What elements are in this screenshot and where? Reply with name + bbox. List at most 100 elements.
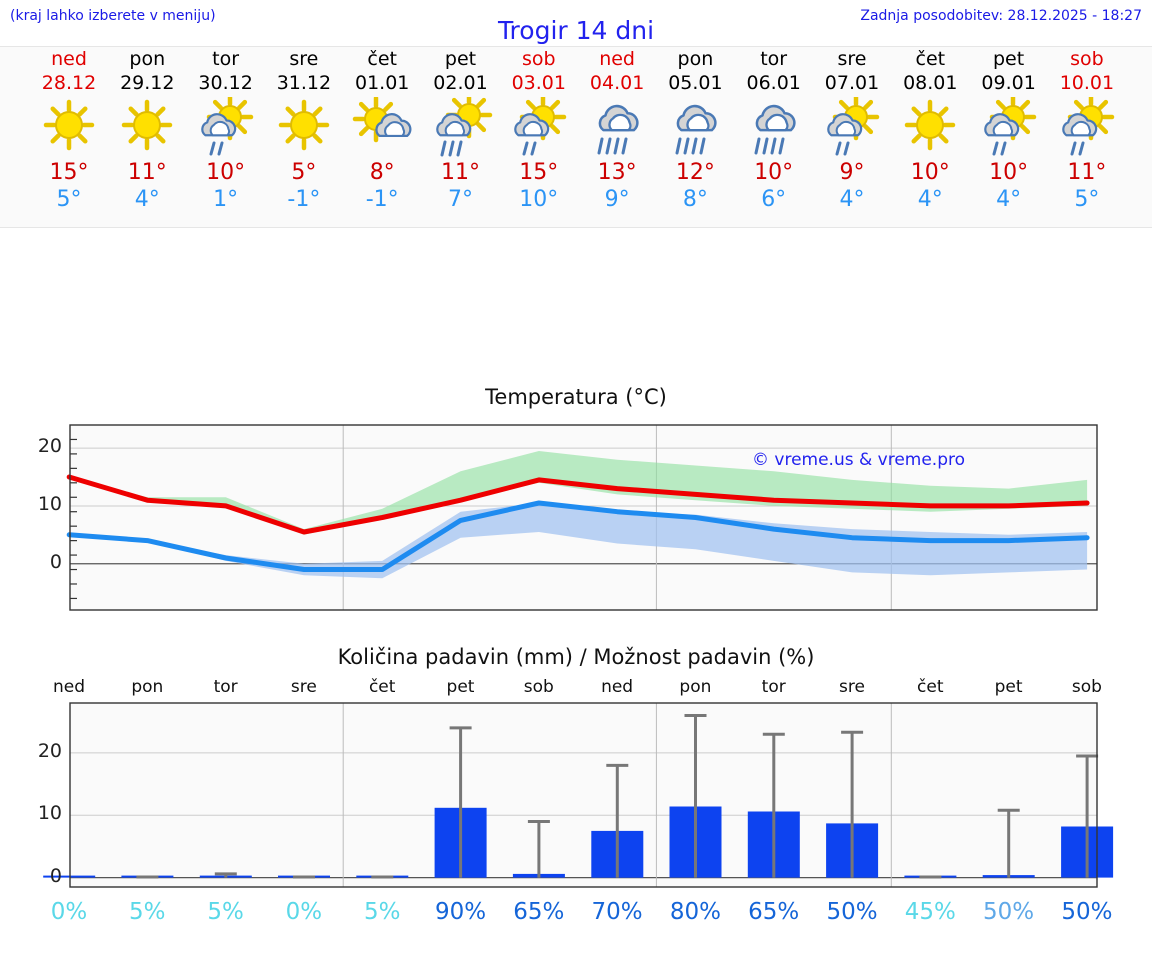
day-forecast-card[interactable]: sre 31.12 5° -1° [265, 47, 343, 213]
day-of-week: ned [51, 48, 87, 70]
cloud-rain-icon [578, 97, 656, 159]
sunny-icon [891, 97, 969, 159]
max-temperature: 12° [675, 160, 715, 185]
day-forecast-card[interactable]: tor 06.01 10° 6° [735, 47, 813, 213]
sunny-icon [30, 97, 108, 159]
cloud-rain-icon [656, 97, 734, 159]
precipitation-probability: 65% [513, 899, 565, 925]
min-temperature: 4° [917, 187, 943, 212]
precipitation-day-label: ned [52, 677, 86, 697]
precipitation-probability: 80% [669, 899, 721, 925]
menu-hint: (kraj lahko izberete v meniju) [10, 8, 216, 24]
day-forecast-card[interactable]: čet 01.01 8° -1° [343, 47, 421, 213]
temperature-y-tick: 0 [49, 550, 62, 573]
max-temperature: 15° [519, 160, 559, 185]
min-temp-line [66, 500, 1090, 572]
min-temperature: 4° [996, 187, 1022, 212]
max-temperature: 10° [989, 160, 1029, 185]
precipitation-day-label: čet [368, 677, 396, 697]
day-date: 02.01 [433, 72, 488, 94]
max-temp-line [66, 474, 1090, 535]
day-forecast-card[interactable]: ned 28.12 15° 5° [30, 47, 108, 213]
temperature-chart: Temperatura (°C) 0 10 20 © vreme.us & vreme… [0, 385, 1152, 620]
max-temperature: 15° [49, 160, 89, 185]
day-date: 01.01 [354, 72, 410, 94]
day-date: 29.12 [120, 72, 175, 94]
sun-cloud-light-rain-icon [187, 97, 265, 159]
day-of-week: tor [212, 48, 240, 70]
max-temperature: 9° [839, 160, 865, 185]
max-temperature: 11° [1067, 160, 1107, 185]
day-forecast-card[interactable]: pon 05.01 12° 8° [656, 47, 734, 213]
temperature-y-tick: 20 [37, 435, 62, 458]
max-temperature: 5° [291, 160, 317, 185]
min-temperature: 8° [682, 187, 708, 212]
day-of-week: sob [1070, 48, 1104, 70]
precipitation-day-label: pon [131, 677, 164, 697]
page-title: Trogir 14 dni [497, 16, 655, 45]
precipitation-day-label: pet [446, 677, 475, 697]
precipitation-y-tick: 20 [37, 739, 62, 762]
cloud-rain-icon [735, 97, 813, 159]
day-forecast-card[interactable]: pet 02.01 11° 7° [422, 47, 500, 213]
precipitation-day-label: pon [679, 677, 712, 697]
min-temperature: 9° [604, 187, 630, 212]
day-of-week: pon [677, 48, 714, 70]
max-temperature: 11° [127, 160, 167, 185]
day-forecast-card[interactable]: sob 10.01 11° 5° [1048, 47, 1126, 213]
sun-cloud-rain-icon [422, 97, 500, 159]
max-temp-range-band [69, 451, 1088, 535]
day-of-week: sob [522, 48, 556, 70]
day-of-week: pon [129, 48, 166, 70]
sun-cloud-light-rain-icon [1048, 97, 1126, 159]
day-date: 05.01 [668, 72, 723, 94]
max-temperature: 10° [754, 160, 794, 185]
precipitation-probability: 70% [591, 899, 643, 925]
day-forecast-card[interactable]: čet 08.01 10° 4° [891, 47, 969, 213]
min-temperature: 4° [839, 187, 865, 212]
day-date: 31.12 [276, 72, 332, 94]
precipitation-probability: 5% [363, 899, 401, 925]
sun-cloud-light-rain-icon [970, 97, 1048, 159]
page-header: (kraj lahko izberete v meniju) Trogir 14… [0, 0, 1152, 46]
min-temperature: -1° [365, 187, 399, 212]
day-date: 06.01 [746, 72, 801, 94]
day-of-week: sre [289, 48, 319, 70]
day-of-week: tor [760, 48, 788, 70]
max-temperature: 13° [597, 160, 637, 185]
precipitation-probability: 0% [50, 899, 88, 925]
day-of-week: sre [837, 48, 867, 70]
min-temp-range-band [69, 503, 1088, 579]
sun-cloud-light-rain-icon [500, 97, 578, 159]
precipitation-day-label: čet [917, 677, 944, 697]
precipitation-day-label: pet [994, 677, 1023, 697]
day-date: 28.12 [41, 72, 97, 94]
precipitation-day-label: ned [601, 677, 634, 697]
precipitation-probability: 0% [285, 899, 323, 925]
day-date: 30.12 [198, 72, 253, 94]
precipitation-probability: 65% [748, 899, 800, 925]
precipitation-probability: 45% [904, 899, 956, 925]
precipitation-day-label: sob [523, 677, 554, 697]
sun-cloud-light-rain-icon [813, 97, 891, 159]
day-forecast-card[interactable]: ned 04.01 13° 9° [578, 47, 656, 213]
day-date: 07.01 [824, 72, 880, 94]
max-temperature: 8° [369, 160, 395, 185]
day-forecast-card[interactable]: tor 30.12 10° 1° [187, 47, 265, 213]
day-forecast-card[interactable]: pet 09.01 10° 4° [970, 47, 1048, 213]
precipitation-day-label: tor [213, 677, 238, 697]
precipitation-day-label: tor [761, 677, 786, 697]
day-of-week: ned [599, 48, 635, 70]
precipitation-probability: 5% [207, 899, 244, 925]
min-temperature: 6° [761, 187, 787, 212]
day-forecast-card[interactable]: pon 29.12 11° 4° [108, 47, 186, 213]
day-forecast-card[interactable]: sre 07.01 9° 4° [813, 47, 891, 213]
precipitation-probability: 5% [129, 899, 166, 925]
precipitation-chart-title: Količina padavin (mm) / Možnost padavin … [337, 645, 815, 669]
day-forecast-card[interactable]: sob 03.01 15° 10° [500, 47, 578, 213]
sun-cloud-icon [343, 97, 421, 159]
max-temperature: 11° [441, 160, 480, 185]
day-date: 04.01 [589, 72, 645, 94]
min-temperature: 10° [519, 187, 559, 212]
min-temperature: 4° [134, 187, 160, 212]
